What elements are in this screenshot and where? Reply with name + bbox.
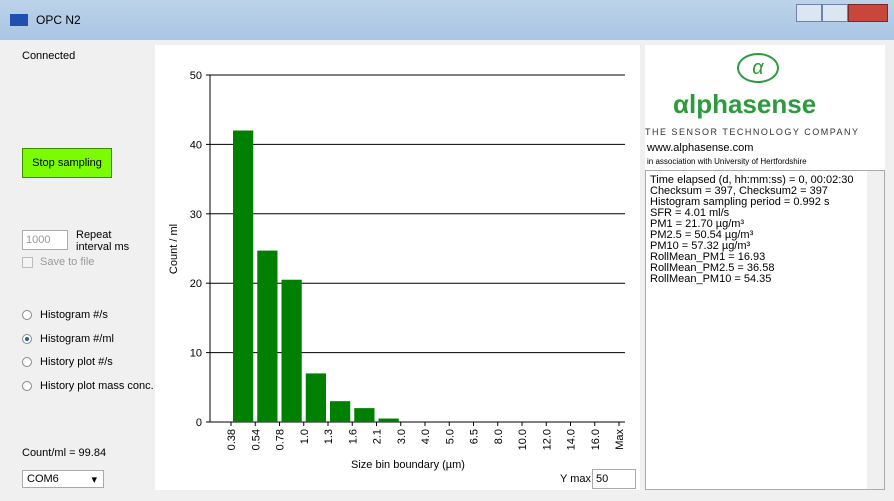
logo-url: www.alphasense.com bbox=[647, 142, 754, 154]
log-line: PM2.5 = 50.54 µg/m³ bbox=[650, 229, 754, 241]
bar bbox=[257, 250, 278, 422]
log-line: SFR = 4.01 ml/s bbox=[650, 207, 730, 219]
x-tick-label: 12.0 bbox=[541, 429, 553, 450]
y-tick-label: 30 bbox=[190, 209, 202, 221]
save-to-file-label: Save to file bbox=[40, 256, 95, 268]
x-tick-label: 3.0 bbox=[396, 429, 408, 444]
radio-label: Histogram #/ml bbox=[40, 332, 114, 345]
x-tick-label: 0.54 bbox=[250, 429, 262, 450]
log-line: RollMean_PM1 = 16.93 bbox=[650, 251, 766, 263]
stop-sampling-button[interactable]: Stop sampling bbox=[22, 148, 112, 178]
x-tick-label: 0.38 bbox=[226, 429, 238, 450]
log-line: Time elapsed (d, hh:mm:ss) = 0, 00:02:30 bbox=[650, 174, 854, 186]
radio-button[interactable] bbox=[22, 380, 32, 391]
y-tick-label: 10 bbox=[190, 348, 202, 360]
log-line: RollMean_PM2.5 = 36.58 bbox=[650, 262, 775, 274]
maximize-button[interactable] bbox=[822, 4, 848, 22]
x-tick-label: 1.3 bbox=[323, 429, 335, 444]
logo-tagline: THE SENSOR TECHNOLOGY COMPANY bbox=[645, 127, 860, 137]
bar bbox=[281, 279, 302, 422]
log-line: Checksum = 397, Checksum2 = 397 bbox=[650, 185, 828, 197]
chart: Size bin boundary (µm) Count / ml 0 10 20 3… bbox=[168, 70, 626, 471]
log-textbox[interactable]: Time elapsed (d, hh:mm:ss) = 0, 00:02:30… bbox=[645, 170, 885, 490]
y-tick-label: 20 bbox=[190, 278, 202, 290]
chart-panel: Size bin boundary (µm) Count / ml 0 10 20 3… bbox=[155, 45, 640, 490]
y-tick-label: 0 bbox=[196, 417, 202, 429]
x-tick-label: 5.0 bbox=[444, 429, 456, 444]
bar bbox=[378, 418, 399, 422]
ymax-input[interactable]: 50 bbox=[592, 469, 636, 489]
x-tick-label: 10.0 bbox=[517, 429, 529, 450]
logo-association: in association with University of Hertfo… bbox=[647, 157, 807, 166]
y-axis-label: Count / ml bbox=[168, 224, 180, 274]
minimize-button[interactable] bbox=[796, 4, 822, 22]
status-label: Connected bbox=[22, 50, 76, 62]
checkbox[interactable] bbox=[22, 257, 33, 268]
close-button[interactable] bbox=[848, 4, 888, 22]
x-tick-label: 6.5 bbox=[469, 429, 481, 444]
count-readout: Count/ml = 99.84 bbox=[22, 447, 107, 459]
log-line: PM10 = 57.32 µg/m³ bbox=[650, 240, 751, 252]
radio-button[interactable] bbox=[22, 310, 32, 320]
log-line: PM1 = 21.70 µg/m³ bbox=[650, 218, 745, 230]
log-line: Histogram sampling period = 0.992 s bbox=[650, 196, 830, 208]
bar bbox=[305, 373, 326, 422]
x-tick-label: 1.6 bbox=[347, 429, 359, 444]
x-tick-label: 1.0 bbox=[299, 429, 311, 444]
x-tick-label: 16.0 bbox=[590, 429, 602, 450]
radio-button[interactable] bbox=[22, 333, 32, 344]
x-tick-label: 4.0 bbox=[420, 429, 432, 444]
y-tick-label: 50 bbox=[190, 70, 202, 82]
title-bar: OPC N2 bbox=[0, 0, 894, 40]
x-tick-label: 2.1 bbox=[372, 429, 384, 444]
interval-input[interactable]: 1000 bbox=[22, 230, 68, 250]
radio-label: Histogram #/s bbox=[40, 309, 108, 321]
ymax-label: Y max bbox=[560, 473, 591, 485]
radio-label: History plot mass conc. bbox=[40, 379, 154, 392]
radio-label: History plot #/s bbox=[40, 356, 113, 368]
interval-label: interval ms bbox=[76, 241, 130, 253]
port-combo[interactable]: COM6 ▾ bbox=[22, 470, 104, 488]
x-tick-label: 14.0 bbox=[566, 429, 578, 450]
app-icon bbox=[10, 14, 28, 26]
logo-name: αlphasense bbox=[673, 89, 817, 119]
logo-panel: α αlphasense THE SENSOR TECHNOLOGY COMPA… bbox=[645, 45, 885, 170]
logo-mark: α bbox=[737, 53, 779, 83]
y-tick-label: 40 bbox=[190, 139, 202, 151]
x-tick-label: 0.78 bbox=[275, 429, 287, 450]
x-axis-label: Size bin boundary (µm) bbox=[351, 459, 465, 471]
bar bbox=[354, 408, 375, 422]
scrollbar[interactable] bbox=[867, 171, 884, 489]
window-title: OPC N2 bbox=[36, 13, 81, 27]
bar bbox=[330, 401, 351, 422]
log-line: RollMean_PM10 = 54.35 bbox=[650, 273, 772, 285]
interval-label: Repeat bbox=[76, 229, 112, 241]
x-tick-label: 8.0 bbox=[493, 429, 505, 444]
port-value: COM6 bbox=[27, 473, 59, 485]
x-tick-label: Max bbox=[614, 429, 626, 450]
radio-button[interactable] bbox=[22, 357, 32, 367]
bar bbox=[233, 130, 254, 422]
